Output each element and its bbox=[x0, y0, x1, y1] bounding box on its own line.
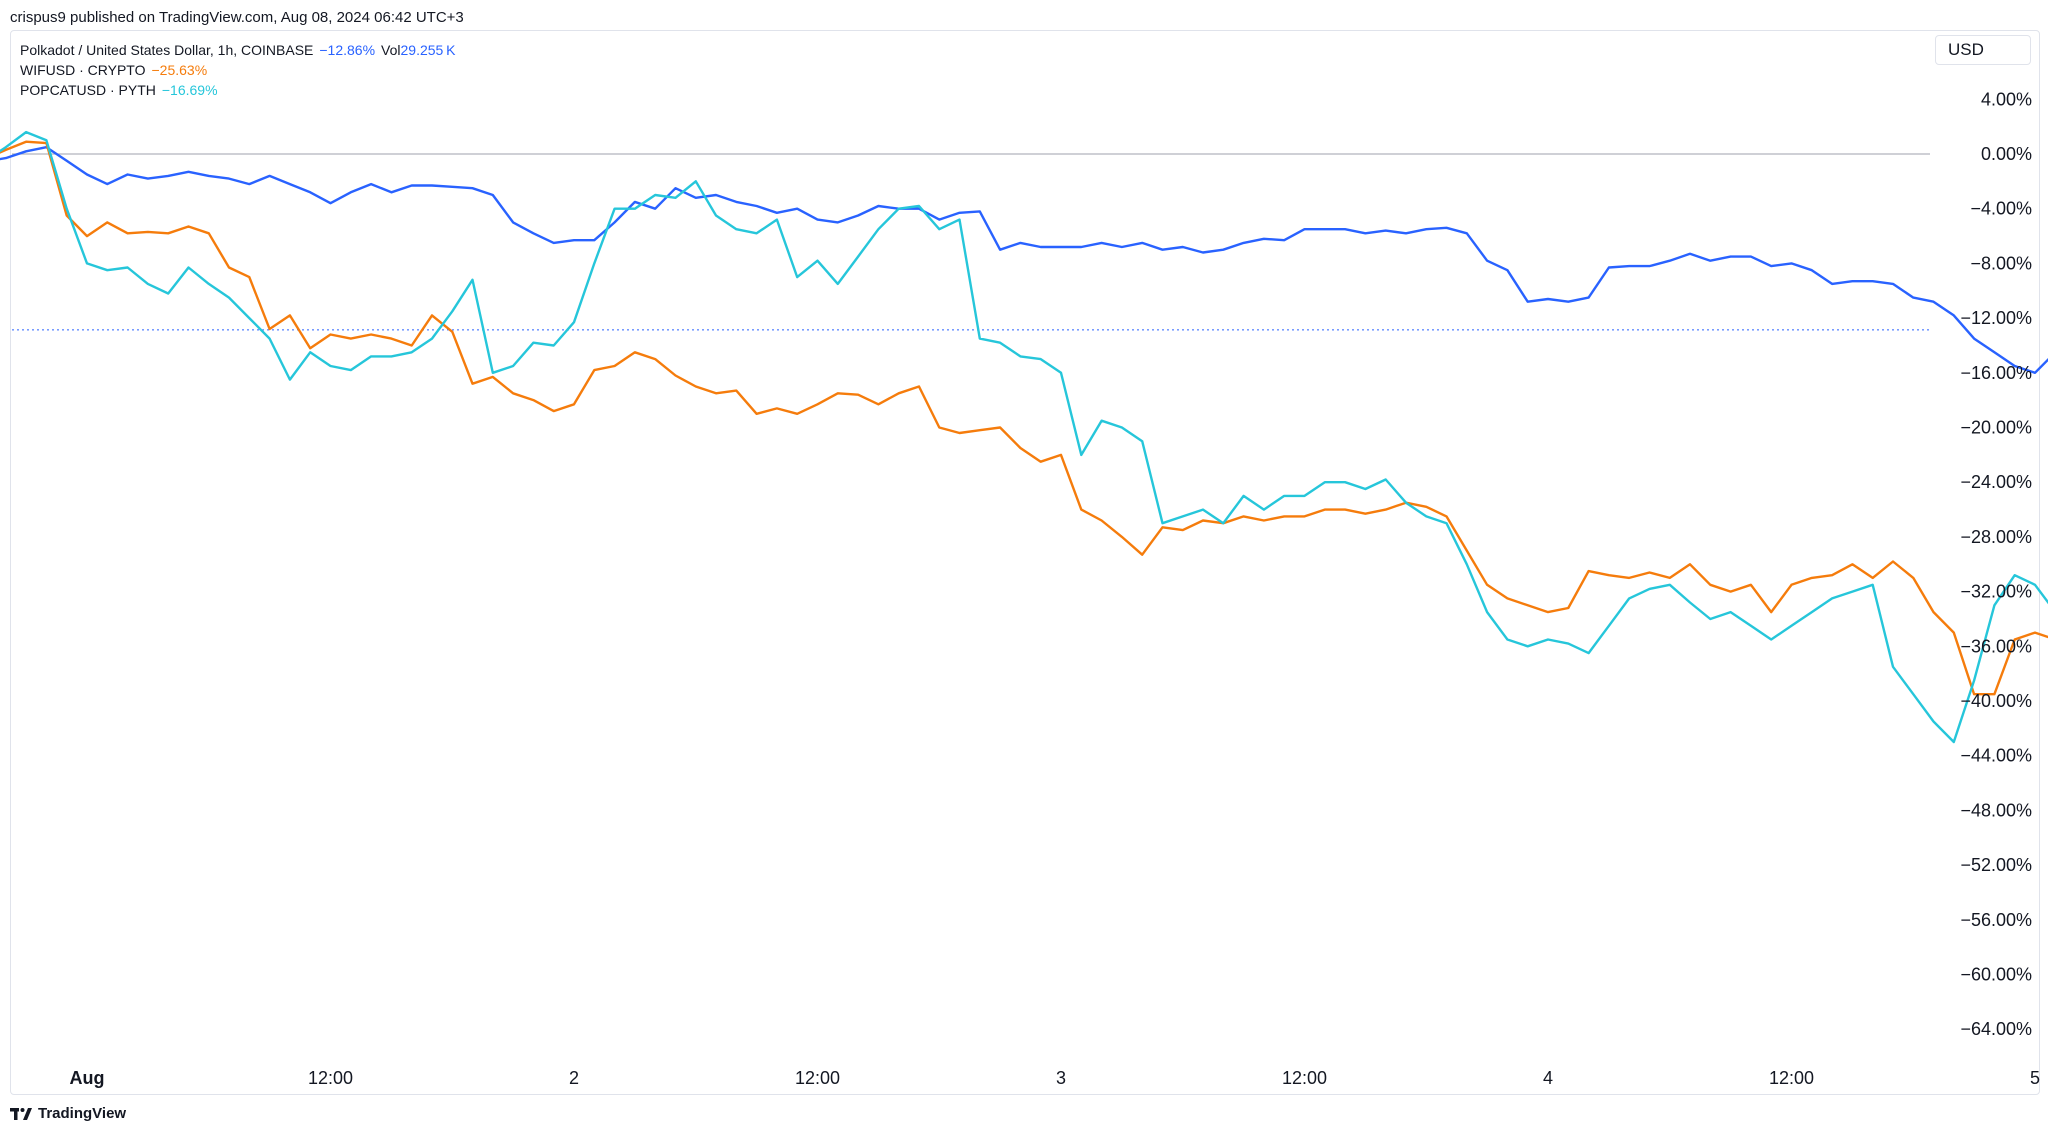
y-tick-label: −8.00% bbox=[1970, 253, 2032, 273]
x-tick-label: 12:00 bbox=[795, 1068, 840, 1088]
x-tick-label: 12:00 bbox=[1769, 1068, 1814, 1088]
x-tick-label: 4 bbox=[1543, 1068, 1553, 1088]
legend-vol-value: 29.255 K bbox=[400, 42, 456, 58]
series-line-0[interactable] bbox=[0, 145, 2048, 571]
series-layer bbox=[0, 130, 2048, 974]
legend-row-wif[interactable]: WIFUSD · CRYPTO −25.63% bbox=[20, 60, 455, 80]
y-tick-label: −52.00% bbox=[1960, 855, 2032, 875]
legend-row-popcat[interactable]: POPCATUSD · PYTH −16.69% bbox=[20, 80, 455, 100]
legend-primary-change: −12.86% bbox=[319, 42, 376, 58]
x-tick-label: 5 bbox=[2030, 1068, 2040, 1088]
y-tick-label: −60.00% bbox=[1960, 965, 2032, 985]
series-line-1[interactable] bbox=[0, 140, 2048, 852]
legend-row-primary[interactable]: Polkadot / United States Dollar, 1h, COI… bbox=[20, 40, 455, 60]
y-tick-label: −44.00% bbox=[1960, 746, 2032, 766]
y-tick-label: 4.00% bbox=[1981, 89, 2032, 109]
y-tick-label: −36.00% bbox=[1960, 636, 2032, 656]
legend-wif-name: WIFUSD · CRYPTO bbox=[20, 62, 146, 78]
y-tick-label: −40.00% bbox=[1960, 691, 2032, 711]
publish-info: crispus9 published on TradingView.com, A… bbox=[10, 9, 464, 26]
legend-popcat-change: −16.69% bbox=[161, 82, 218, 98]
x-tick-label: 12:00 bbox=[1282, 1068, 1327, 1088]
y-tick-label: −20.00% bbox=[1960, 418, 2032, 438]
currency-button[interactable]: USD bbox=[1935, 35, 2031, 65]
series-line-2[interactable] bbox=[0, 130, 2048, 974]
y-tick-label: −64.00% bbox=[1960, 1019, 2032, 1039]
x-axis: Aug12:00212:00312:00412:00512:00612:0071… bbox=[70, 1068, 2041, 1088]
tradingview-brand: TradingView bbox=[38, 1105, 127, 1122]
x-tick-label: 3 bbox=[1056, 1068, 1066, 1088]
legend-popcat-name: POPCATUSD · PYTH bbox=[20, 82, 156, 98]
y-tick-label: −4.00% bbox=[1970, 199, 2032, 219]
y-tick-label: −32.00% bbox=[1960, 582, 2032, 602]
x-tick-label: 2 bbox=[569, 1068, 579, 1088]
legend-primary-name: Polkadot / United States Dollar, 1h, COI… bbox=[20, 42, 314, 58]
legend: Polkadot / United States Dollar, 1h, COI… bbox=[20, 40, 455, 100]
x-tick-label: Aug bbox=[70, 1068, 105, 1088]
y-tick-label: −28.00% bbox=[1960, 527, 2032, 547]
legend-wif-change: −25.63% bbox=[151, 62, 208, 78]
y-tick-label: −16.00% bbox=[1960, 363, 2032, 383]
tradingview-logo-icon bbox=[10, 1107, 32, 1120]
legend-vol-label: Vol bbox=[381, 42, 401, 58]
chart-frame bbox=[10, 30, 2040, 1095]
y-tick-label: −24.00% bbox=[1960, 472, 2032, 492]
x-tick-label: 12:00 bbox=[308, 1068, 353, 1088]
y-tick-label: −56.00% bbox=[1960, 910, 2032, 930]
y-axis: 4.00% 0.00% −4.00% −8.00% −12.00% −16.00% −20.… bbox=[1960, 89, 2032, 1039]
y-tick-label: 0.00% bbox=[1981, 144, 2032, 164]
y-tick-label: −12.00% bbox=[1960, 308, 2032, 328]
grid-layer bbox=[12, 153, 1930, 331]
y-tick-label: −48.00% bbox=[1960, 800, 2032, 820]
tradingview-logo[interactable]: TradingView bbox=[10, 1105, 126, 1122]
